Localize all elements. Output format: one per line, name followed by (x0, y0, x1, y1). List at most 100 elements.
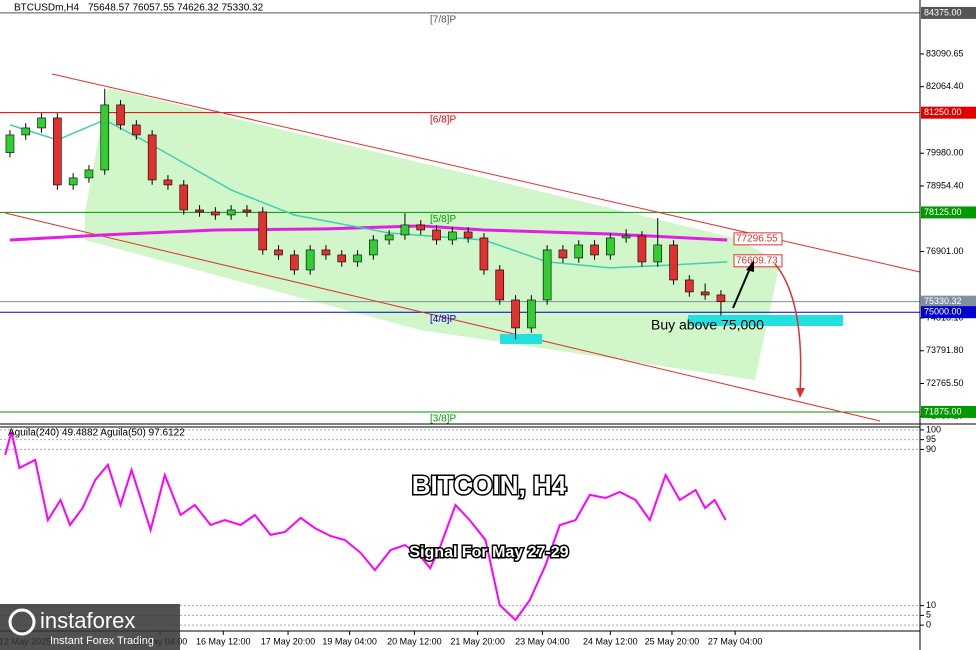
candle-body (242, 209, 252, 213)
candle-body (637, 235, 647, 263)
level-tag: [4/8]P (430, 314, 456, 325)
moving-average (9, 224, 728, 242)
price-box-label: 84375.00 (924, 7, 962, 17)
candle-body (68, 177, 78, 186)
watermark-slogan: Instant Forex Trading (50, 635, 154, 647)
candle-body (700, 291, 710, 296)
candle-body (290, 254, 299, 271)
watermark-brand: instaforex (40, 608, 135, 633)
channel-bottom (4, 212, 881, 422)
buy-zone (688, 315, 843, 326)
arrow-down (774, 263, 802, 393)
y-tick-label: 73791.80 (926, 345, 964, 355)
candle-body (274, 249, 283, 256)
candle-body (163, 179, 173, 186)
level-tag: [6/8]P (430, 114, 456, 125)
level-tag: [3/8]P (430, 414, 456, 425)
signal-text: Buy above 75,000 (651, 317, 764, 333)
candle-body (653, 244, 663, 263)
x-tick-label: 23 May 04:00 (515, 636, 570, 646)
price-box-label: 78125.00 (924, 207, 962, 217)
y-tick-label: 5 (926, 610, 931, 620)
candle-body (606, 237, 615, 256)
callout-label: 77296.55 (736, 234, 778, 245)
candle-body (716, 294, 726, 302)
candle-body (179, 184, 189, 211)
y-tick-label: 90 (926, 444, 936, 454)
candle-body (384, 234, 394, 241)
candle-body (416, 224, 426, 231)
callout-box (733, 254, 783, 268)
candle-body (542, 249, 552, 301)
candle-body (448, 231, 457, 241)
heading: BITCOIN, H4 (412, 470, 567, 500)
candle-body (84, 169, 94, 179)
candle-body (116, 104, 125, 126)
price-box-label: 75000.00 (924, 307, 962, 317)
candle-body (195, 209, 204, 213)
candle-body (21, 127, 31, 136)
x-tick-label: 24 May 12:00 (583, 636, 638, 646)
candle-body (226, 209, 236, 216)
price-box (921, 306, 976, 319)
candle-body (147, 134, 157, 181)
candle-body (305, 249, 315, 271)
candle-body (590, 244, 599, 256)
moving-average (9, 119, 728, 269)
indicator-line (4, 431, 727, 622)
chart-title: BTCUSDm,H4 (14, 3, 79, 14)
support-zone (500, 334, 542, 344)
price-box (921, 6, 976, 19)
candle-body (463, 231, 473, 239)
candle-body (479, 237, 489, 271)
candle-body (432, 229, 441, 241)
candle-body (495, 269, 505, 301)
period: Signal For May 27-29 (409, 544, 568, 561)
candle-body (132, 124, 141, 136)
candle-body (558, 249, 568, 259)
candle-body (337, 254, 347, 263)
candle-body (685, 279, 694, 293)
candle-body (321, 249, 331, 256)
ohlc-info: 75648.57 76057.55 74626.32 75330.32 (88, 3, 264, 14)
y-tick-label: 10 (926, 600, 936, 610)
level-tag: [7/8]P (430, 15, 456, 26)
x-tick-label: 21 May 20:00 (450, 636, 505, 646)
x-tick-label: 16 May 12:00 (196, 636, 251, 646)
candle-body (527, 299, 536, 329)
x-tick-label: 20 May 12:00 (387, 636, 442, 646)
candle-body (53, 117, 62, 186)
y-tick-label: 0 (926, 619, 931, 629)
candle-body (353, 254, 362, 263)
y-tick-label: 95 (926, 434, 936, 444)
price-box (921, 295, 976, 308)
candle-body (400, 224, 410, 236)
y-tick-label: 82064.40 (926, 81, 964, 91)
candle-body (669, 244, 678, 281)
arrow-up (732, 265, 752, 309)
candle-body (511, 299, 520, 329)
y-tick-label: 76901.00 (926, 246, 964, 256)
candle-body (621, 235, 631, 239)
price-box (921, 106, 976, 119)
y-tick-label: 78954.40 (926, 180, 964, 190)
candle-body (258, 211, 268, 251)
price-box-label: 75330.32 (924, 296, 962, 306)
price-box-label: 81250.00 (924, 107, 962, 117)
callout-label: 76609.73 (736, 255, 778, 266)
arrow-head (746, 260, 754, 272)
price-box (921, 206, 976, 219)
y-tick-label: 79980.00 (926, 148, 964, 158)
callout-box (733, 232, 783, 246)
candle-body (100, 104, 110, 171)
x-tick-label: 25 May 20:00 (645, 636, 700, 646)
price-box-label: 71875.00 (924, 406, 962, 416)
y-tick-label: 72765.50 (926, 378, 964, 388)
y-tick-label: 83090.65 (926, 48, 964, 58)
candle-body (369, 239, 378, 256)
x-tick-label: 19 May 04:00 (322, 636, 377, 646)
x-tick-label: 27 May 04:00 (708, 636, 763, 646)
arrow-head (796, 388, 805, 398)
watermark-logo (8, 608, 36, 636)
candle-body (5, 134, 15, 153)
